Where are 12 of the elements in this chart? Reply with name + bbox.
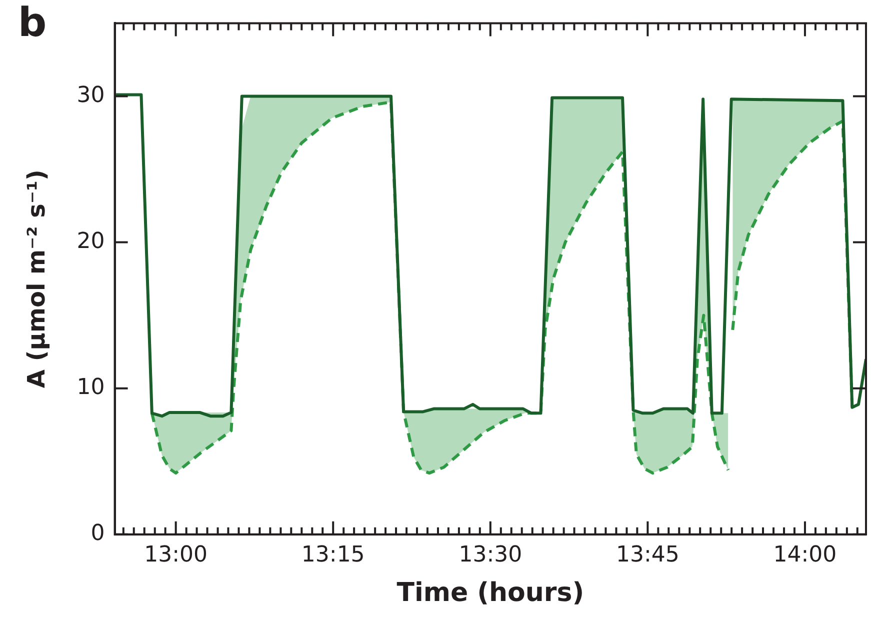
x-tick-label: 13:00 bbox=[144, 542, 208, 568]
x-tick-label: 13:45 bbox=[616, 542, 680, 568]
y-tick-label: 10 bbox=[76, 375, 105, 400]
chart-title: b bbox=[18, 0, 47, 46]
x-tick-label: 14:00 bbox=[773, 542, 837, 568]
x-tick-label: 13:15 bbox=[301, 542, 365, 568]
y-tick-label: 0 bbox=[90, 521, 105, 546]
x-axis-title: Time (hours) bbox=[396, 578, 584, 608]
x-tick-label: 13:30 bbox=[458, 542, 522, 568]
y-tick-label: 30 bbox=[76, 82, 105, 108]
y-axis-title: A (μmol m⁻² s⁻¹) bbox=[22, 169, 51, 388]
y-tick-label: 20 bbox=[76, 229, 105, 254]
